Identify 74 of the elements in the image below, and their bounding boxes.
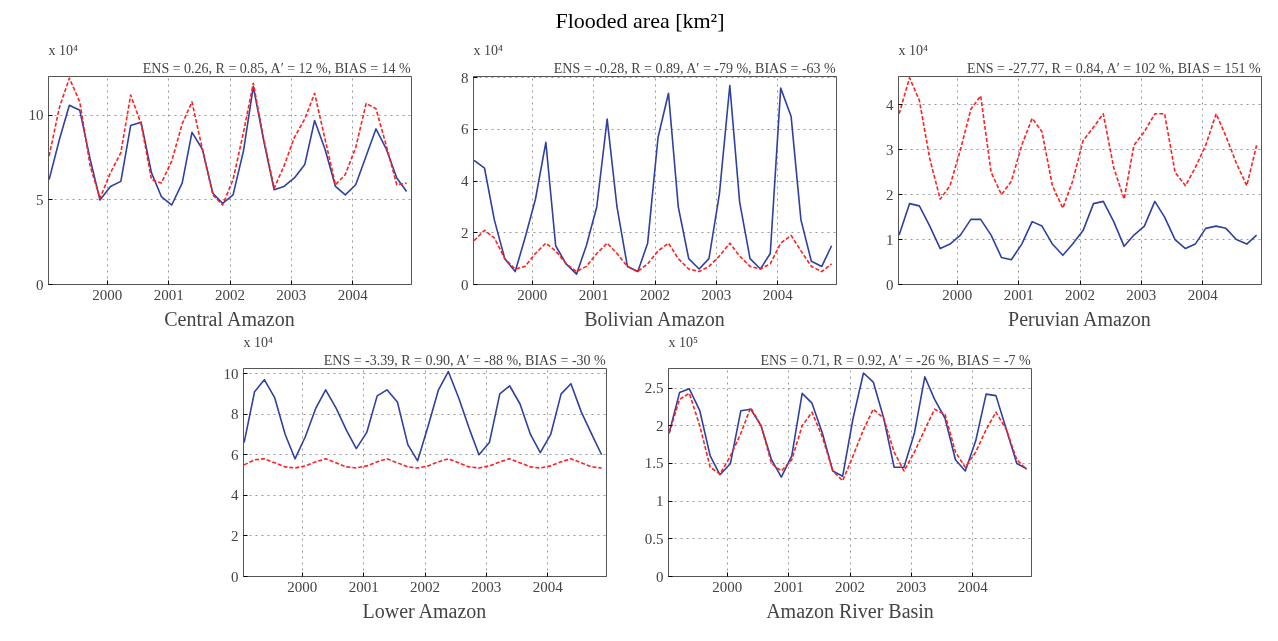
line-series: [243, 370, 603, 462]
x-tick-label: 2002: [835, 578, 865, 595]
y-tick-label: 2.5: [644, 380, 664, 397]
chart-subtitle: ENS = 0.71, R = 0.92, A′ = -26 %, BIAS = -7 %: [760, 352, 1032, 368]
y-tick-label: 2: [231, 527, 239, 544]
x-tick-label: 2000: [287, 578, 318, 595]
y-tick-label: 2: [461, 224, 469, 241]
text: x 10⁵: [668, 334, 698, 350]
line-series: [473, 229, 833, 273]
y-tick-label: 10: [28, 107, 44, 124]
y-tick-label: 2: [656, 417, 664, 434]
x-tick-label: 2000: [92, 286, 123, 303]
line-series: [668, 392, 1028, 482]
text: x 10⁴: [243, 334, 273, 350]
y-tick-label: 8: [461, 69, 469, 86]
line-series: [898, 77, 1258, 209]
y-tick-label: 3: [886, 141, 894, 158]
x-tick-label: 2004: [337, 286, 369, 303]
line-series: [668, 372, 1028, 478]
y-tick-label: 4: [231, 487, 239, 504]
y-tick-label: 4: [886, 96, 894, 113]
x-tick-label: 2002: [1065, 286, 1095, 303]
y-tick-label: 6: [231, 446, 239, 463]
y-tick-label: 1: [656, 493, 664, 510]
x-tick-label: 2003: [471, 578, 502, 595]
line-series: [473, 84, 833, 275]
text: x 10⁴: [473, 42, 503, 58]
line-series: [898, 200, 1258, 261]
y-tick-label: 0: [461, 276, 469, 293]
y-tick-label: 0.5: [644, 530, 664, 547]
x-tick-label: 2004: [532, 578, 564, 595]
chart-subtitle: ENS = -3.39, R = 0.90, A′ = -88 %, BIAS = -30 %: [323, 352, 607, 368]
x-axis-title: Amazon River Basin: [766, 599, 934, 622]
y-tick-label: 4: [461, 173, 469, 190]
chart-subtitle: ENS = -0.28, R = 0.89, A′ = -79 %, BIAS = -63 %: [553, 60, 837, 76]
x-axis-title: Bolivian Amazon: [584, 307, 725, 330]
chart-subtitle: ENS = -27.77, R = 0.84, A′ = 102 %, BIAS = 151 %: [967, 60, 1262, 76]
x-axis-title: Lower Amazon: [362, 599, 487, 622]
x-tick-label: 2002: [410, 578, 440, 595]
y-tick-label: 1: [886, 231, 894, 248]
chart-subtitle: ENS = 0.26, R = 0.85, A′ = 12 %, BIAS = 14 %: [142, 60, 412, 76]
x-axis-title: Central Amazon: [164, 307, 295, 330]
x-tick-label: 2002: [640, 286, 670, 303]
x-tick-label: 2002: [215, 286, 245, 303]
y-tick-label: 0: [886, 276, 894, 293]
x-tick-label: 2003: [896, 578, 927, 595]
y-tick-label: 1.5: [644, 455, 664, 472]
x-tick-label: 2000: [942, 286, 973, 303]
x-tick-label: 2001: [578, 286, 609, 303]
text: x 10⁴: [898, 42, 928, 58]
x-tick-label: 2004: [1187, 286, 1219, 303]
text: x 10⁴: [48, 42, 78, 58]
x-tick-label: 2004: [762, 286, 794, 303]
x-tick-label: 2000: [517, 286, 548, 303]
x-tick-label: 2001: [773, 578, 804, 595]
x-tick-label: 2003: [276, 286, 307, 303]
y-tick-label: 8: [231, 406, 239, 423]
y-tick-label: 0: [231, 568, 239, 585]
x-axis-title: Peruvian Amazon: [1008, 307, 1151, 330]
y-tick-label: 2: [886, 186, 894, 203]
x-tick-label: 2003: [1126, 286, 1157, 303]
line-series: [243, 458, 603, 469]
y-tick-label: 0: [36, 276, 44, 293]
y-tick-label: 10: [223, 365, 239, 382]
x-tick-label: 2000: [712, 578, 743, 595]
x-tick-label: 2004: [957, 578, 989, 595]
chart-title: Flooded area [km²]: [555, 7, 725, 35]
y-tick-label: 6: [461, 121, 469, 138]
x-tick-label: 2001: [348, 578, 379, 595]
x-tick-label: 2003: [701, 286, 732, 303]
x-tick-label: 2001: [153, 286, 184, 303]
x-tick-label: 2001: [1003, 286, 1034, 303]
y-tick-label: 0: [656, 568, 664, 585]
y-tick-label: 5: [36, 191, 44, 208]
